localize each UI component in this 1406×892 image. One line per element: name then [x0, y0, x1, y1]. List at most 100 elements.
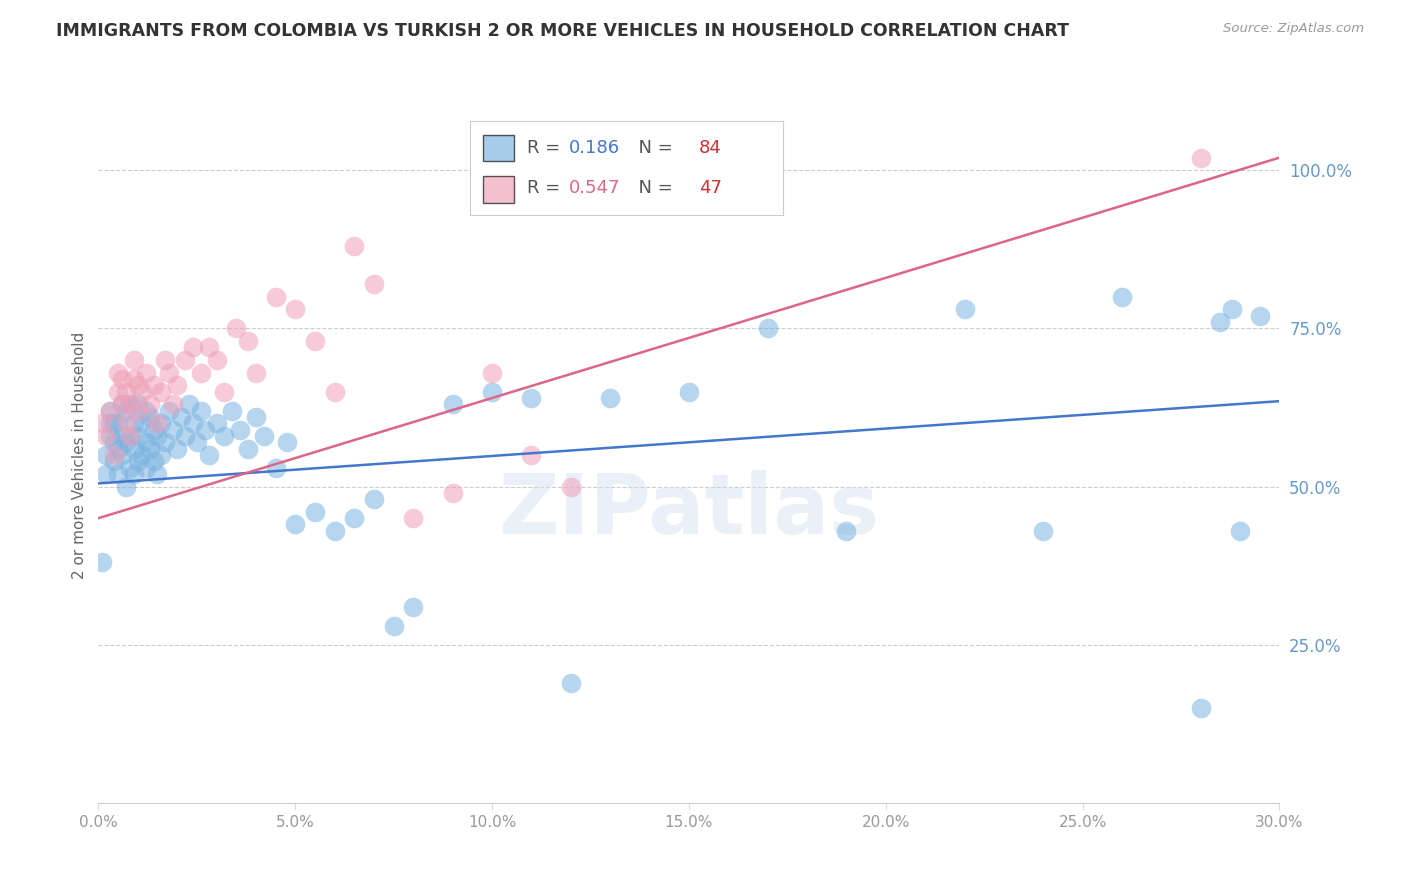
Point — [177, 397, 200, 411]
Point — [205, 353, 228, 368]
Point — [135, 460, 157, 475]
Point — [138, 409, 160, 424]
Point — [96, 448, 118, 462]
Point — [122, 467, 145, 481]
Point — [1032, 524, 1054, 538]
Point — [118, 397, 141, 411]
Point — [441, 397, 464, 411]
Point — [214, 384, 236, 399]
Point — [194, 423, 217, 437]
Point — [560, 479, 582, 493]
Point — [264, 460, 287, 475]
Point — [402, 511, 425, 525]
Point — [382, 618, 405, 632]
Point — [150, 384, 173, 399]
Point — [343, 511, 366, 525]
Point — [111, 397, 134, 411]
Point — [678, 384, 700, 399]
Text: ZIPatlas: ZIPatlas — [499, 470, 879, 551]
Point — [138, 442, 160, 456]
Y-axis label: 2 or more Vehicles in Household: 2 or more Vehicles in Household — [72, 331, 87, 579]
Point — [166, 442, 188, 456]
Point — [122, 417, 145, 431]
Point — [363, 277, 385, 292]
Point — [157, 403, 180, 417]
Point — [111, 397, 134, 411]
Point — [103, 435, 125, 450]
Point — [103, 454, 125, 468]
Point — [115, 479, 138, 493]
Point — [1220, 302, 1243, 317]
Point — [98, 403, 121, 417]
Point — [115, 384, 138, 399]
Point — [127, 378, 149, 392]
Point — [363, 492, 385, 507]
Point — [150, 448, 173, 462]
Point — [118, 397, 141, 411]
Point — [181, 340, 204, 354]
Point — [284, 302, 307, 317]
Point — [146, 417, 169, 431]
Point — [135, 403, 157, 417]
Point — [560, 675, 582, 690]
Point — [111, 429, 134, 443]
Point — [236, 442, 259, 456]
Point — [138, 397, 160, 411]
Point — [181, 417, 204, 431]
Point — [142, 378, 165, 392]
Point — [323, 384, 346, 399]
Point — [276, 435, 298, 450]
Point — [146, 429, 169, 443]
Text: Source: ZipAtlas.com: Source: ZipAtlas.com — [1223, 22, 1364, 36]
Point — [304, 505, 326, 519]
Point — [98, 417, 121, 431]
Point — [107, 467, 129, 481]
Point — [186, 435, 208, 450]
Point — [1209, 315, 1232, 329]
Point — [103, 417, 125, 431]
Point — [107, 442, 129, 456]
Point — [91, 417, 114, 431]
Point — [98, 429, 121, 443]
Point — [481, 384, 503, 399]
Point — [107, 366, 129, 380]
Point — [118, 429, 141, 443]
Point — [214, 429, 236, 443]
Point — [162, 423, 184, 437]
Point — [115, 417, 138, 431]
Point — [91, 556, 114, 570]
Point — [118, 429, 141, 443]
Point — [96, 429, 118, 443]
Point — [115, 435, 138, 450]
Point — [264, 290, 287, 304]
Point — [155, 353, 177, 368]
Point — [284, 517, 307, 532]
Point — [197, 340, 219, 354]
Point — [118, 460, 141, 475]
Point — [1249, 309, 1271, 323]
Point — [756, 321, 779, 335]
Point — [131, 448, 153, 462]
Point — [122, 442, 145, 456]
Point — [170, 409, 193, 424]
Point — [304, 334, 326, 348]
Point — [122, 353, 145, 368]
Point — [1111, 290, 1133, 304]
Point — [229, 423, 252, 437]
Point — [245, 409, 267, 424]
Point — [599, 391, 621, 405]
Point — [520, 448, 543, 462]
Point — [174, 353, 197, 368]
Point — [135, 366, 157, 380]
Point — [221, 403, 243, 417]
Point — [174, 429, 197, 443]
Point — [190, 403, 212, 417]
Point — [96, 467, 118, 481]
Point — [520, 391, 543, 405]
Point — [127, 429, 149, 443]
Point — [323, 524, 346, 538]
Point — [107, 384, 129, 399]
Point — [131, 417, 153, 431]
Point — [127, 454, 149, 468]
Point — [190, 366, 212, 380]
